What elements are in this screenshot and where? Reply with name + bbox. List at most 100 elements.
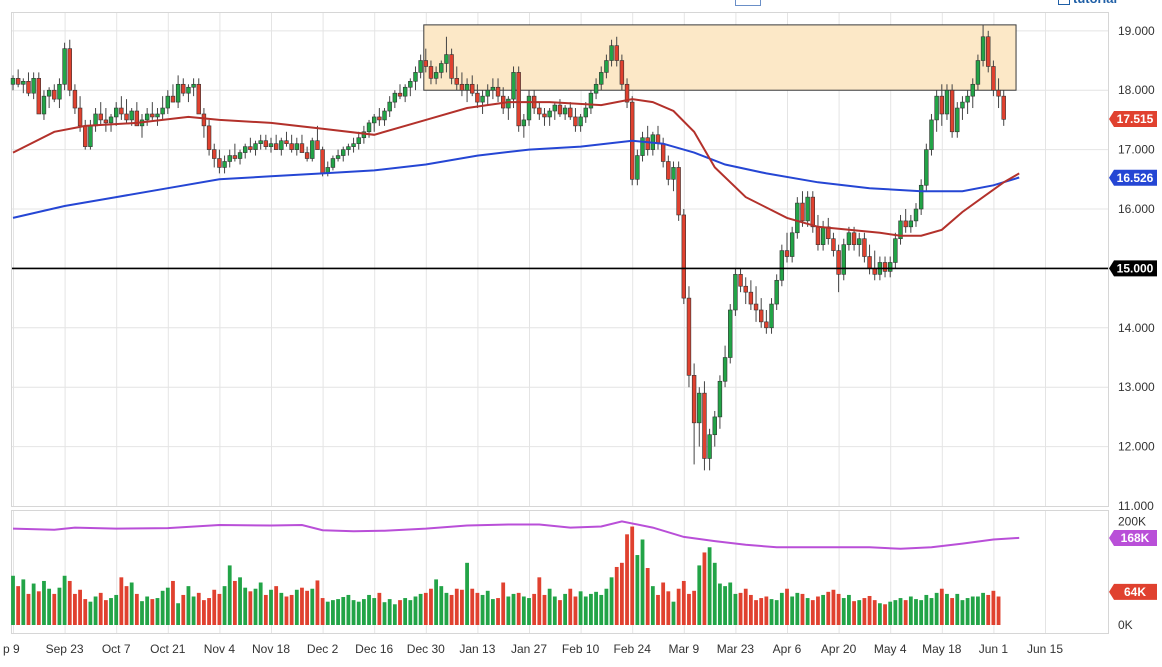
candle-body [108, 116, 114, 124]
volume-bar [325, 601, 330, 625]
volume-bar [109, 598, 113, 625]
volume-bar [676, 588, 681, 625]
tutorial-link[interactable]: tutorial [1058, 0, 1117, 6]
candle-up [944, 84, 950, 120]
candle-body [346, 146, 351, 150]
volume-label-text: 64K [1124, 585, 1146, 599]
candle-down [815, 214, 821, 251]
candle-down [573, 108, 578, 132]
volume-bar [862, 598, 867, 625]
volume-bar [630, 526, 635, 625]
candle-down [764, 309, 769, 334]
volume-bar [748, 594, 753, 625]
volume-bar [490, 599, 495, 625]
candle-up [444, 36, 449, 73]
volume-bar [207, 598, 211, 625]
volume-bar [914, 599, 918, 625]
tutorial-label: tutorial [1073, 0, 1117, 6]
candle-body [423, 60, 428, 67]
candle-up [980, 24, 986, 67]
candle-body [191, 83, 196, 88]
volume-bar [506, 596, 511, 625]
x-tick-label: Oct 7 [102, 642, 131, 656]
volume-bar [712, 562, 717, 625]
volume-bar [877, 603, 882, 625]
candle-down [743, 277, 748, 305]
candle-down [150, 102, 155, 120]
candle-up [335, 149, 341, 162]
candle-body [397, 92, 403, 97]
candle-down [67, 39, 72, 97]
candle-body [227, 155, 232, 162]
candle-body [52, 89, 57, 100]
volume-bar [573, 596, 578, 625]
top-toolbar: tutorial [0, 0, 1162, 12]
y-tick-label: 17.000 [1118, 143, 1155, 157]
candle-body [929, 119, 934, 150]
volume-bar [475, 592, 480, 625]
candle-down [660, 137, 666, 168]
candle-body [676, 167, 681, 216]
volume-bar [346, 594, 351, 625]
candle-down [98, 102, 103, 126]
candle-body [165, 95, 170, 109]
volume-bar [635, 555, 640, 625]
volume-bar [444, 592, 449, 625]
price-panel-frame [11, 12, 1109, 507]
volume-bar [898, 598, 903, 625]
candle-up [21, 78, 26, 94]
candle-body [433, 72, 439, 79]
candle-up [924, 143, 929, 192]
candle-up [490, 78, 496, 100]
volume-bar [289, 594, 294, 625]
price-label-text: 16.526 [1117, 171, 1154, 185]
candle-body [836, 250, 841, 275]
volume-bar [73, 593, 77, 625]
volume-bar [924, 594, 929, 625]
volume-bar [181, 594, 186, 625]
candle-body [537, 107, 542, 115]
candle-up [46, 87, 52, 109]
volume-bar [336, 599, 340, 625]
candle-up [552, 102, 558, 120]
candle-up [712, 410, 717, 447]
volume-bar [511, 593, 516, 625]
candle-body [944, 89, 950, 115]
volume-bar [42, 580, 46, 625]
moving-averages [12, 98, 1020, 237]
candle-body [764, 321, 769, 329]
volume-average-line [12, 520, 1020, 550]
candle-up [371, 113, 377, 132]
candle-up [222, 155, 227, 174]
candle-up [294, 137, 299, 156]
volume-bar [186, 586, 191, 625]
candle-body [552, 104, 558, 112]
x-tick-label: Mar 9 [668, 642, 699, 656]
x-tick-label: Nov 18 [252, 642, 290, 656]
candle-down [867, 244, 872, 275]
candle-up [382, 108, 387, 126]
candle-up [439, 60, 444, 79]
candle-down [217, 149, 222, 174]
candle-up [351, 137, 356, 153]
candle-up [402, 84, 408, 103]
candle-body [475, 92, 480, 103]
candle-body [134, 110, 140, 127]
y-tick-label: 13.000 [1118, 380, 1155, 394]
volume-bar [614, 566, 619, 625]
x-tick-label: Mar 23 [717, 642, 755, 656]
candle-down [645, 125, 650, 156]
candle-up [144, 108, 150, 126]
candle-up [820, 220, 826, 251]
candle-up [356, 131, 361, 150]
volume-bar [532, 593, 537, 625]
y-tick-label: 18.000 [1118, 83, 1155, 97]
candle-body [155, 113, 160, 118]
volume-bar [212, 589, 217, 625]
candle-down [77, 96, 83, 132]
price-label-bg [1109, 111, 1157, 128]
candle-down [299, 134, 305, 153]
candle-up [31, 72, 36, 100]
candle-body [991, 66, 996, 91]
